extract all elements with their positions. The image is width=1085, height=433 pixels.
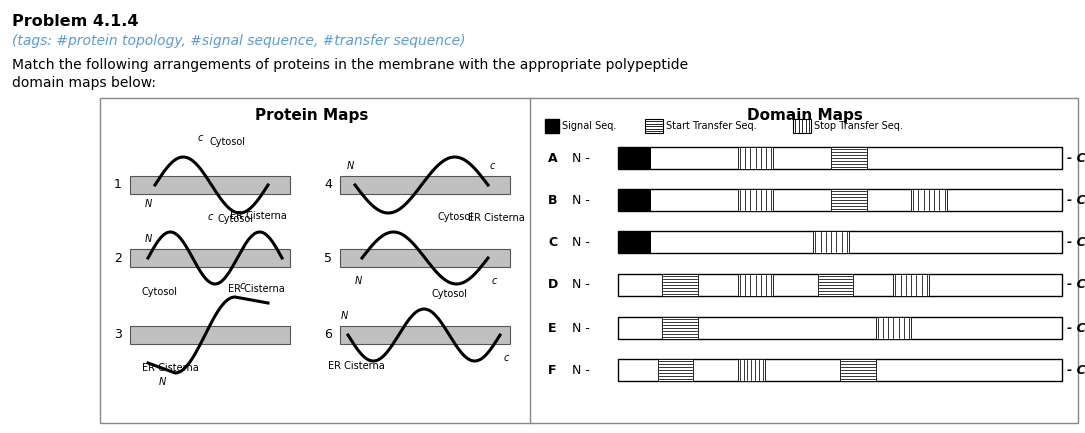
Text: c: c bbox=[207, 212, 213, 222]
Text: - C: - C bbox=[1067, 278, 1085, 291]
Bar bbox=[618, 359, 1062, 381]
Text: ER Cisterna: ER Cisterna bbox=[230, 211, 286, 221]
Text: E: E bbox=[548, 321, 557, 335]
Text: N: N bbox=[144, 199, 152, 209]
Text: Cytosol: Cytosol bbox=[438, 212, 474, 222]
Bar bbox=[618, 189, 1062, 211]
Text: 4: 4 bbox=[324, 178, 332, 191]
Bar bbox=[618, 147, 1062, 169]
Text: Cytosol: Cytosol bbox=[218, 214, 254, 224]
Bar bbox=[876, 317, 911, 339]
Bar bbox=[831, 189, 867, 211]
Text: Problem 4.1.4: Problem 4.1.4 bbox=[12, 14, 139, 29]
Text: N -: N - bbox=[572, 363, 590, 377]
Text: N -: N - bbox=[572, 152, 590, 165]
Text: N: N bbox=[346, 161, 354, 171]
Bar bbox=[618, 147, 651, 169]
Bar bbox=[130, 249, 290, 267]
Text: N: N bbox=[341, 311, 347, 321]
Bar bbox=[818, 274, 853, 296]
Text: - C: - C bbox=[1067, 363, 1085, 377]
Bar bbox=[130, 326, 290, 344]
Text: N -: N - bbox=[572, 278, 590, 291]
Bar bbox=[831, 147, 867, 169]
Text: c: c bbox=[197, 133, 203, 143]
Bar bbox=[340, 176, 510, 194]
Text: domain maps below:: domain maps below: bbox=[12, 76, 156, 90]
Text: Signal Seq.: Signal Seq. bbox=[562, 121, 616, 131]
Text: Domain Maps: Domain Maps bbox=[748, 108, 863, 123]
Text: 1: 1 bbox=[114, 178, 122, 191]
Text: 3: 3 bbox=[114, 329, 122, 342]
Bar bbox=[618, 231, 1062, 253]
Bar bbox=[911, 189, 946, 211]
Text: Cytosol: Cytosol bbox=[210, 137, 246, 147]
Text: N -: N - bbox=[572, 236, 590, 249]
Text: N: N bbox=[158, 377, 166, 387]
Text: c: c bbox=[505, 353, 509, 363]
Bar bbox=[663, 317, 698, 339]
Bar bbox=[663, 274, 698, 296]
Bar bbox=[130, 176, 290, 194]
Text: 5: 5 bbox=[324, 252, 332, 265]
Text: Protein Maps: Protein Maps bbox=[255, 108, 369, 123]
Text: N -: N - bbox=[572, 321, 590, 335]
Text: c: c bbox=[492, 276, 497, 286]
Text: N -: N - bbox=[572, 194, 590, 207]
Bar bbox=[738, 274, 774, 296]
Bar bbox=[814, 231, 848, 253]
Bar bbox=[618, 231, 651, 253]
Bar bbox=[340, 326, 510, 344]
Text: Cytosol: Cytosol bbox=[142, 287, 178, 297]
Text: 6: 6 bbox=[324, 329, 332, 342]
Text: ER Cisterna: ER Cisterna bbox=[468, 213, 525, 223]
Text: Stop Transfer Seq.: Stop Transfer Seq. bbox=[814, 121, 903, 131]
Bar bbox=[738, 147, 774, 169]
Bar bbox=[738, 359, 765, 381]
Text: - C: - C bbox=[1067, 194, 1085, 207]
Text: D: D bbox=[548, 278, 559, 291]
Bar bbox=[618, 189, 651, 211]
Bar bbox=[618, 274, 1062, 296]
Bar bbox=[340, 249, 510, 267]
Text: A: A bbox=[548, 152, 558, 165]
Text: ER Cisterna: ER Cisterna bbox=[228, 284, 284, 294]
Text: N: N bbox=[144, 234, 152, 244]
Bar bbox=[738, 189, 774, 211]
Text: C: C bbox=[548, 236, 557, 249]
Text: Cytosol: Cytosol bbox=[432, 289, 468, 299]
Text: Match the following arrangements of proteins in the membrane with the appropriat: Match the following arrangements of prot… bbox=[12, 58, 688, 72]
Text: - C: - C bbox=[1067, 152, 1085, 165]
Text: 2: 2 bbox=[114, 252, 122, 265]
Text: ER Cisterna: ER Cisterna bbox=[328, 361, 385, 371]
Text: Start Transfer Seq.: Start Transfer Seq. bbox=[666, 121, 756, 131]
Bar bbox=[893, 274, 929, 296]
Text: N: N bbox=[355, 276, 361, 286]
Text: - C: - C bbox=[1067, 321, 1085, 335]
Text: c: c bbox=[240, 281, 245, 291]
Text: B: B bbox=[548, 194, 558, 207]
Text: c: c bbox=[490, 161, 496, 171]
Text: - C: - C bbox=[1067, 236, 1085, 249]
Text: F: F bbox=[548, 363, 557, 377]
Bar bbox=[840, 359, 876, 381]
Text: ER Cisterna: ER Cisterna bbox=[142, 363, 199, 373]
Bar bbox=[618, 317, 1062, 339]
Text: (tags: #protein topology, #signal sequence, #transfer sequence): (tags: #protein topology, #signal sequen… bbox=[12, 34, 465, 48]
Bar bbox=[793, 119, 810, 133]
Bar bbox=[644, 119, 663, 133]
Bar bbox=[545, 119, 559, 133]
Bar bbox=[658, 359, 693, 381]
Bar bbox=[100, 98, 1078, 423]
